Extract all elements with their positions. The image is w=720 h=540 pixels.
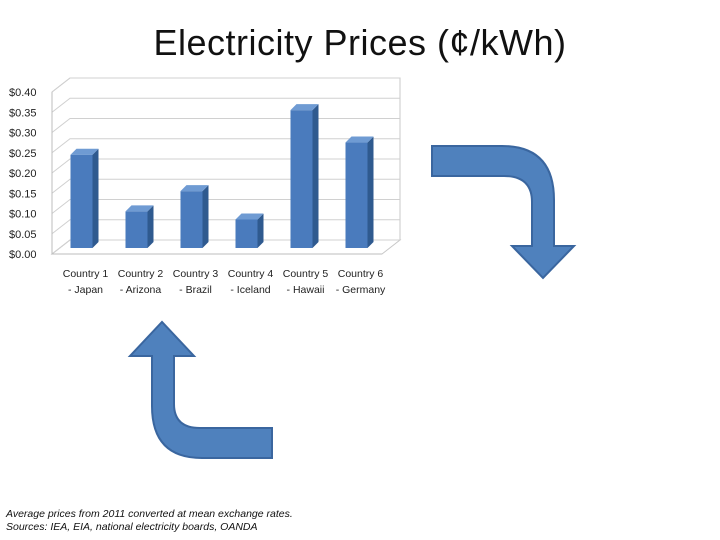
x-category-label: Country 1: [63, 268, 109, 280]
bar-side: [367, 136, 374, 248]
bar: [70, 148, 99, 248]
y-tick-label: $0.10: [9, 209, 37, 221]
bar-top: [235, 213, 264, 220]
y-tick-label: $0.40: [9, 87, 37, 99]
bar: [125, 205, 154, 248]
gridline: [51, 178, 400, 194]
bar-front: [345, 142, 368, 248]
bar-top: [290, 104, 319, 111]
chart-footnote: Average prices from 2011 converted at me…: [6, 508, 426, 534]
x-category-sublabel: - Arizona: [120, 284, 162, 296]
bar-front: [125, 211, 148, 248]
y-tick-label: $0.05: [9, 229, 37, 241]
bar-side: [202, 185, 209, 248]
curved-arrow-down-icon: [431, 145, 577, 280]
gridline: [51, 199, 400, 214]
gridline: [51, 219, 400, 235]
y-tick-label: $0.35: [9, 107, 37, 119]
y-tick-label: $0.30: [9, 128, 37, 140]
bar-side: [147, 205, 154, 248]
x-category-label: Country 5: [283, 268, 329, 280]
curved-arrow-up-icon: [127, 320, 273, 459]
bar-front: [70, 154, 93, 248]
y-tick-label: $0.00: [9, 249, 37, 261]
x-category-sublabel: - Iceland: [230, 284, 270, 296]
x-category-label: Country 2: [118, 268, 164, 280]
x-category-label: Country 6: [338, 268, 384, 280]
x-category-sublabel: - Japan: [68, 284, 103, 296]
footnote-line-1: Average prices from 2011 converted at me…: [6, 508, 293, 520]
bar-front: [180, 191, 203, 248]
gridline: [51, 138, 400, 154]
bar-side: [92, 148, 99, 248]
gridline: [51, 118, 400, 133]
bar-top: [345, 136, 374, 143]
x-category-sublabel: - Germany: [336, 284, 386, 296]
bar-side: [312, 104, 319, 249]
bar-front: [290, 110, 313, 249]
bar-top: [180, 185, 209, 192]
bar-top: [70, 148, 99, 155]
bar-top: [125, 205, 154, 212]
bar-side: [257, 213, 264, 248]
x-category-label: Country 4: [228, 268, 274, 280]
y-tick-label: $0.25: [9, 148, 37, 160]
y-tick-label: $0.20: [9, 168, 37, 180]
bar: [180, 185, 209, 248]
x-category-sublabel: - Brazil: [179, 284, 212, 296]
bar: [235, 213, 264, 248]
x-category-label: Country 3: [173, 268, 219, 280]
bar-front: [235, 219, 258, 248]
gridline: [51, 239, 400, 255]
gridline: [51, 77, 400, 93]
footnote-line-2: Sources: IEA, EIA, national electricity …: [6, 521, 258, 533]
chart-title: Electricity Prices (¢/kWh): [153, 22, 567, 63]
gridline: [51, 158, 400, 174]
bar: [345, 136, 374, 248]
gridline: [51, 97, 400, 113]
y-tick-label: $0.15: [9, 188, 37, 200]
x-category-sublabel: - Hawaii: [287, 284, 325, 296]
bar: [290, 104, 319, 249]
